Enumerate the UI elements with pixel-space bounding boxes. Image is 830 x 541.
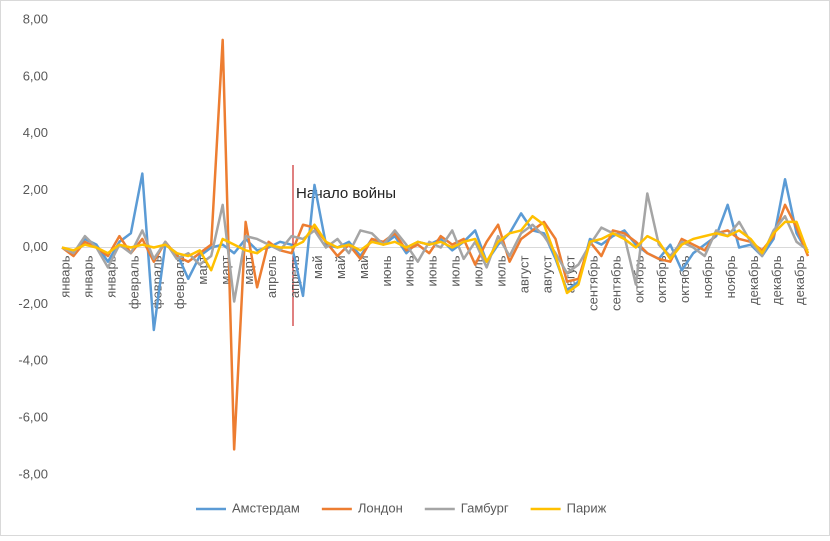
x-tick-label: июль xyxy=(448,255,463,286)
x-tick-label: декабрь xyxy=(792,255,807,305)
x-tick-label: июнь xyxy=(379,255,394,286)
y-tick-label: -8,00 xyxy=(18,466,48,481)
y-tick-label: -6,00 xyxy=(18,410,48,425)
y-tick-label: 2,00 xyxy=(23,182,48,197)
x-tick-label: апрель xyxy=(287,255,302,298)
y-tick-label: 0,00 xyxy=(23,239,48,254)
x-tick-label: февраль xyxy=(126,255,141,309)
x-tick-label: декабрь xyxy=(769,255,784,305)
x-tick-label: июнь xyxy=(402,255,417,286)
x-tick-label: август xyxy=(539,255,554,293)
x-tick-label: апрель xyxy=(264,255,279,298)
x-tick-label: октябрь xyxy=(631,255,646,303)
x-tick-label: февраль xyxy=(172,255,187,309)
x-tick-label: ноябрь xyxy=(723,255,738,298)
x-tick-label: январь xyxy=(57,255,72,297)
y-tick-label: -2,00 xyxy=(18,296,48,311)
legend-label: Амстердам xyxy=(232,500,300,515)
x-tick-label: сентябрь xyxy=(608,255,623,311)
annotation: Начало войны xyxy=(296,185,396,202)
x-tick-label: ноябрь xyxy=(700,255,715,298)
x-tick-label: июль xyxy=(494,255,509,286)
y-tick-label: -4,00 xyxy=(18,353,48,368)
x-tick-label: декабрь xyxy=(746,255,761,305)
legend-label: Париж xyxy=(567,500,607,515)
line-series xyxy=(61,172,810,332)
legend-label: Гамбург xyxy=(461,500,509,515)
x-tick-label: май xyxy=(310,256,325,279)
x-tick-label: май xyxy=(333,256,348,279)
y-tick-label: 4,00 xyxy=(23,125,48,140)
x-tick-label: июнь xyxy=(425,255,440,286)
x-tick-label: февраль xyxy=(149,255,164,309)
y-tick-label: 6,00 xyxy=(23,68,48,83)
line-series xyxy=(61,214,810,295)
legend-label: Лондон xyxy=(358,500,403,515)
y-tick-label: 8,00 xyxy=(23,11,48,26)
legend: Амстердам Лондон Гамбург Париж xyxy=(196,500,607,515)
x-tick-label: сентябрь xyxy=(585,255,600,311)
x-tick-label: январь xyxy=(80,255,95,297)
x-tick-label: май xyxy=(356,256,371,279)
x-tick-label: август xyxy=(517,255,532,293)
x-tick-label: октябрь xyxy=(654,255,669,303)
